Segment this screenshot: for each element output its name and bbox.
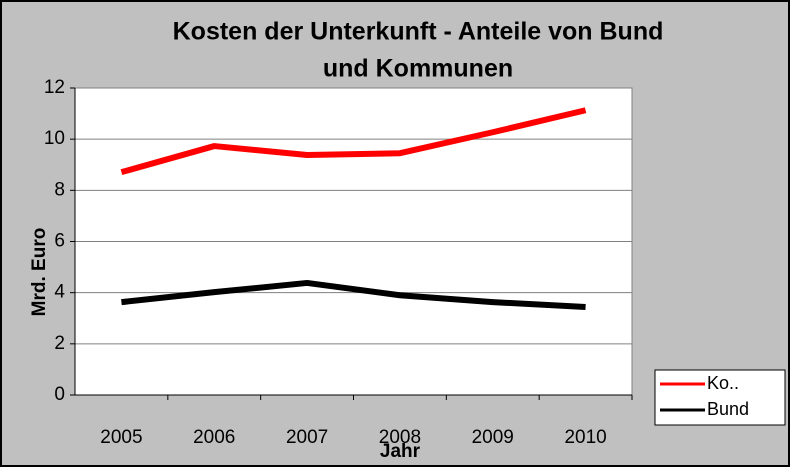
line-series [121,279,586,310]
y-tick-label: 4 [54,282,65,303]
chart-title: Kosten der Unterkunft - Anteile von Bund [173,18,664,46]
y-tick-label: 12 [44,77,65,98]
legend-box [654,369,786,426]
y-tick-label: 0 [54,384,65,405]
y-tick-label: 6 [54,231,65,252]
y-tick-label: 10 [44,128,65,149]
line-series [120,107,587,176]
x-tick-label: 2008 [379,427,421,448]
x-axis-label: Jahr [380,441,421,462]
x-tick-label: 2009 [472,427,514,448]
legend-label: Ko.. [707,373,739,393]
legend-label: Bund [707,399,749,419]
x-tick-label: 2006 [193,427,235,448]
y-axis-label: Mrd. Euro [29,228,50,317]
y-tick-label: 2 [54,333,65,354]
chart-title: und Kommunen [323,55,513,83]
x-tick-label: 2010 [564,427,606,448]
x-tick-label: 2005 [100,427,142,448]
x-tick-label: 2007 [286,427,328,448]
y-tick-label: 8 [54,179,65,200]
